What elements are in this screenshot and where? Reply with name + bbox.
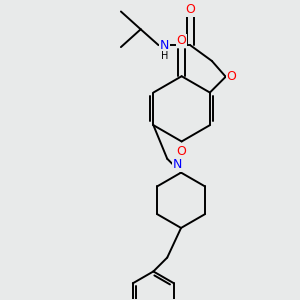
Text: O: O — [185, 3, 195, 16]
Text: H: H — [161, 51, 168, 61]
Text: N: N — [160, 39, 169, 52]
Text: O: O — [177, 145, 187, 158]
Text: N: N — [172, 158, 182, 171]
Text: O: O — [227, 70, 237, 83]
Text: O: O — [177, 34, 187, 47]
